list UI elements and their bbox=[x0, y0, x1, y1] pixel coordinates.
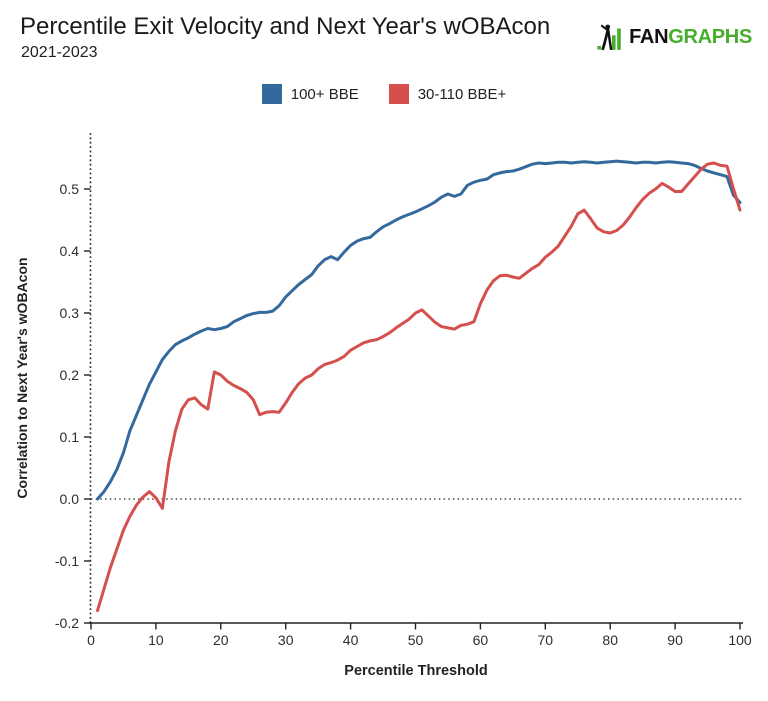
y-tick-label: -0.1 bbox=[55, 553, 79, 569]
x-tick-label: 80 bbox=[602, 632, 618, 648]
x-tick-label: 20 bbox=[213, 632, 229, 648]
x-tick-label: 50 bbox=[408, 632, 424, 648]
page-subtitle: 2021-2023 bbox=[21, 44, 98, 61]
y-tick-label: 0.4 bbox=[60, 243, 80, 259]
logo-text-fan: FAN bbox=[629, 26, 669, 48]
y-tick-label: 0.5 bbox=[60, 181, 80, 197]
x-tick-label: 60 bbox=[473, 632, 489, 648]
y-tick-label: 0.3 bbox=[60, 305, 80, 321]
y-tick-label: 0.0 bbox=[60, 491, 80, 507]
legend-label: 100+ BBE bbox=[290, 85, 359, 103]
legend-item-30-110-bbe: 30-110 BBE+ bbox=[388, 84, 507, 104]
logo-text-graphs: GRAPHS bbox=[668, 26, 752, 48]
legend-swatch-red bbox=[388, 84, 409, 104]
logo-text: FANGRAPHS bbox=[629, 26, 752, 49]
x-tick-label: 100 bbox=[728, 632, 752, 648]
x-tick-label: 70 bbox=[538, 632, 554, 648]
x-tick-label: 40 bbox=[343, 632, 359, 648]
legend-item-100-bbe: 100+ BBE bbox=[261, 84, 359, 104]
y-tick-label: 0.2 bbox=[60, 367, 80, 383]
x-tick-label: 10 bbox=[148, 632, 164, 648]
fangraphs-logo: FANGRAPHS bbox=[597, 24, 752, 51]
legend-swatch-blue bbox=[261, 84, 282, 104]
x-tick-label: 90 bbox=[667, 632, 683, 648]
legend-label: 30-110 BBE+ bbox=[417, 85, 507, 103]
fangraphs-batter-icon bbox=[597, 24, 621, 51]
y-tick-label: -0.2 bbox=[55, 615, 79, 631]
x-tick-label: 30 bbox=[278, 632, 294, 648]
page-title: Percentile Exit Velocity and Next Year's… bbox=[20, 13, 551, 40]
x-axis-title: Percentile Threshold bbox=[344, 663, 488, 679]
y-axis-title: Correlation to Next Year's wOBAcon bbox=[14, 257, 30, 499]
y-tick-label: 0.1 bbox=[60, 429, 80, 445]
series-line-100-bbe bbox=[96, 159, 742, 501]
series-line-30-110-bbe bbox=[96, 161, 742, 613]
x-tick-label: 0 bbox=[87, 632, 95, 648]
chart-legend: 100+ BBE 30-110 BBE+ bbox=[0, 84, 768, 104]
